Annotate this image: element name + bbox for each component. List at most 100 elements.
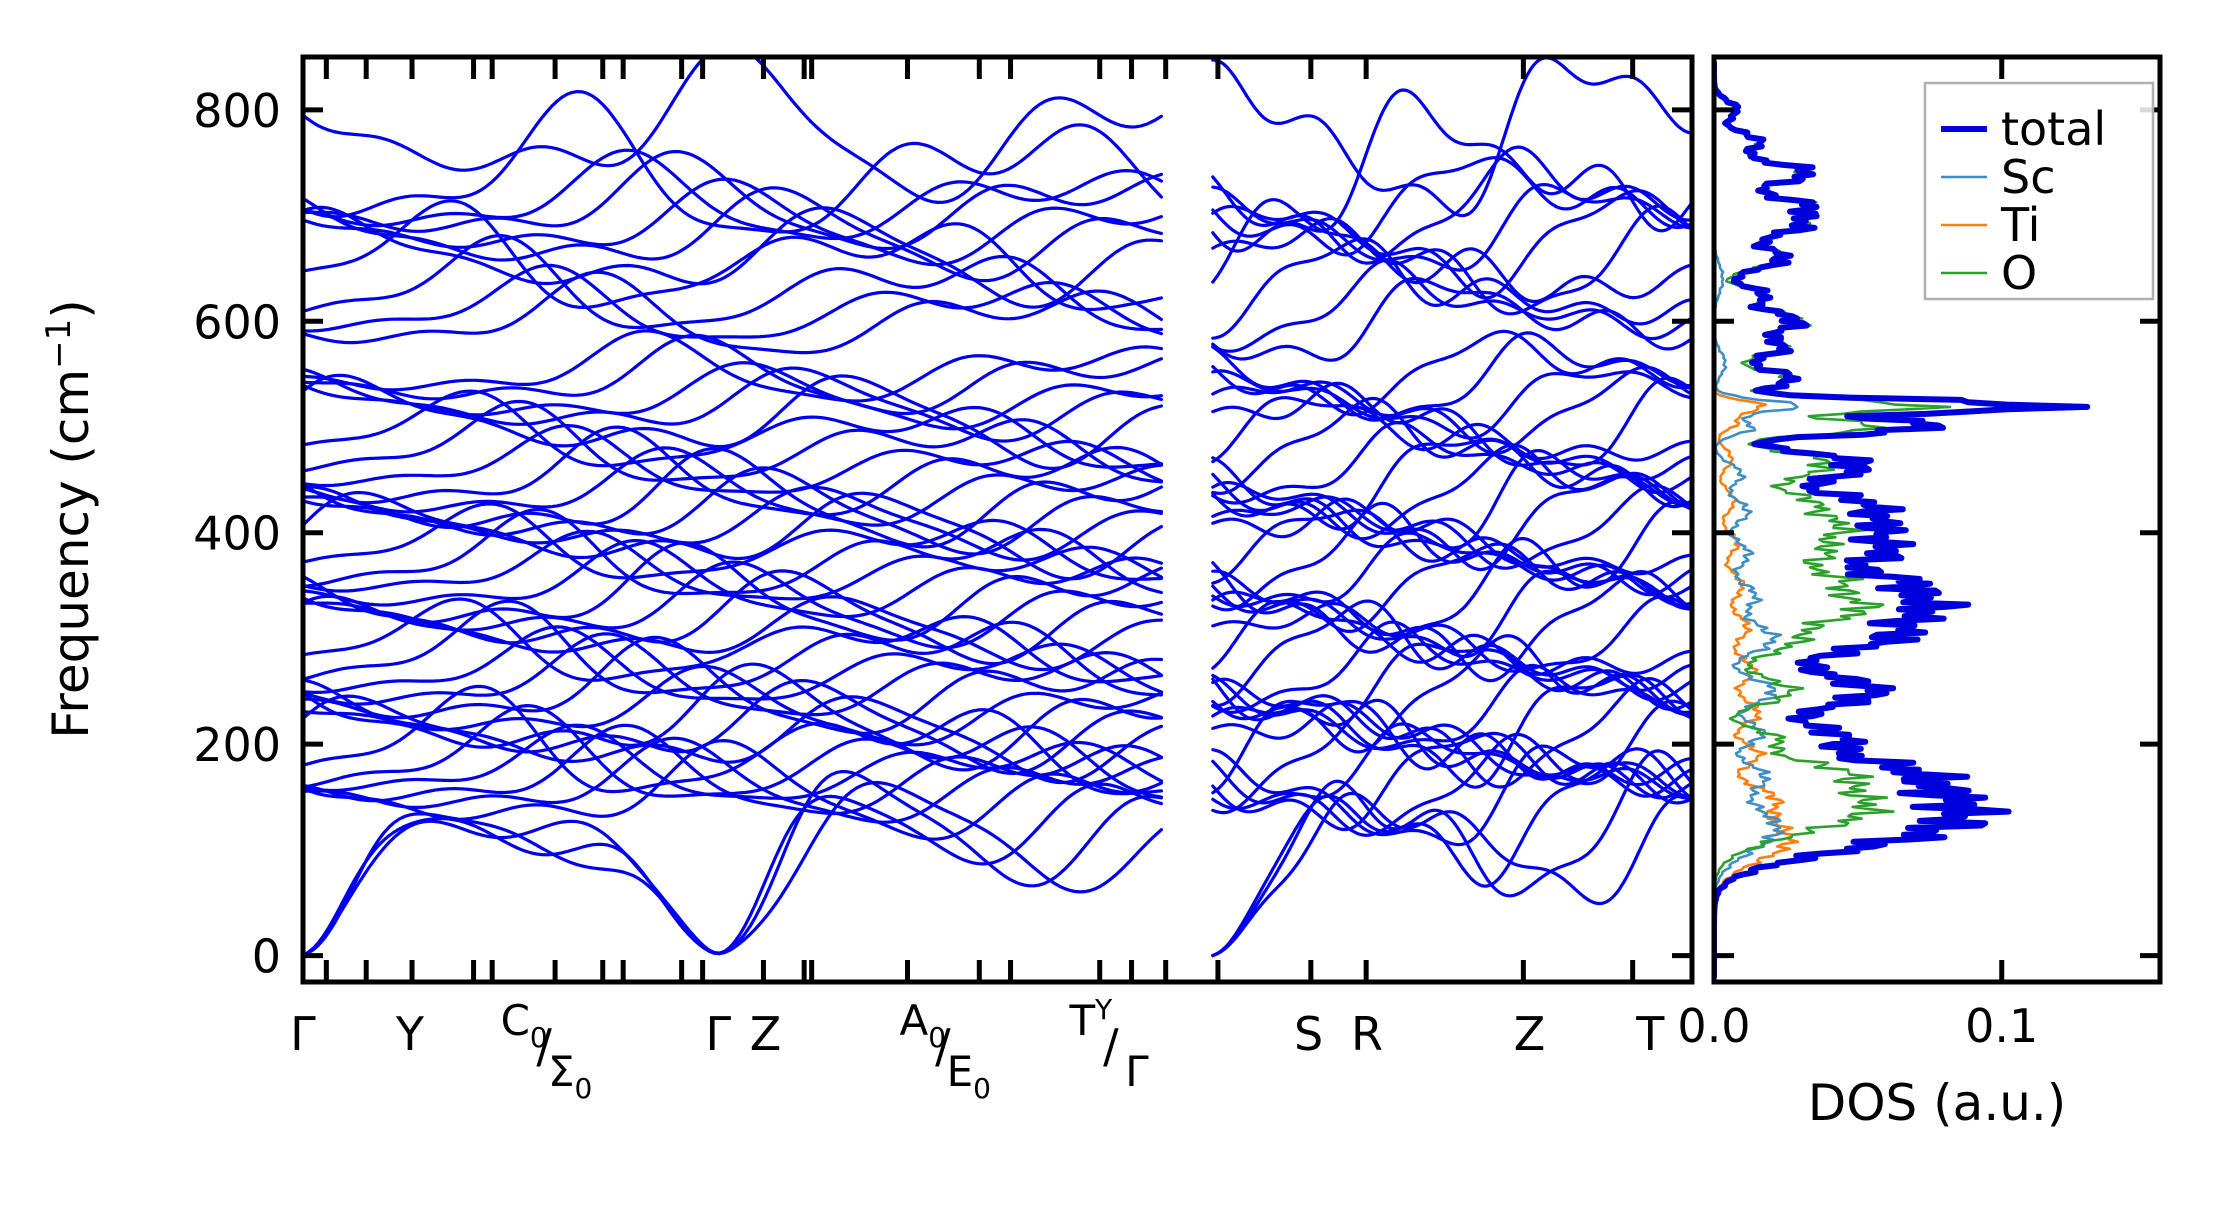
phonon-branch	[303, 507, 1164, 596]
phonon-branch	[1211, 791, 1692, 958]
high-symmetry-label: A0/E0	[900, 996, 991, 1105]
band-y-tick-label: 0	[252, 930, 281, 984]
band-curves-group	[303, 57, 1692, 958]
high-symmetry-point: Y	[395, 1007, 425, 1061]
legend-box	[1923, 81, 2155, 301]
band-axes-frame	[300, 54, 1695, 985]
high-symmetry-point: Z	[1514, 1007, 1546, 1061]
phonon-branch	[303, 466, 1164, 556]
phonon-branch	[303, 664, 1164, 747]
high-symmetry-label: Z	[1514, 1007, 1546, 1061]
phonon-branch	[1211, 258, 1692, 353]
high-symmetry-label: Y	[395, 1007, 425, 1061]
phonon-branch	[303, 738, 1164, 841]
dos-x-tick-label: 0.0	[1677, 999, 1750, 1053]
phonon-branch	[1211, 599, 1692, 708]
phonon-branch	[1211, 204, 1692, 316]
high-symmetry-denominator: Σ0	[548, 1047, 592, 1105]
phonon-branch	[303, 148, 1164, 241]
phonon-branch	[303, 662, 1164, 772]
phonon-branch	[303, 703, 1164, 799]
phonon-branch	[1211, 329, 1692, 417]
phonon-branch	[303, 329, 1164, 403]
dos-axis-label: DOS (a.u.)	[1808, 1074, 2067, 1132]
band-y-tick-label: 800	[193, 84, 281, 138]
phonon-branch	[303, 263, 1164, 339]
band-x-ticks	[300, 57, 1695, 982]
phonon-branch	[303, 723, 1164, 800]
phonon-branch	[303, 57, 1164, 204]
phonon-branch	[303, 597, 1164, 684]
phonon-branch	[303, 446, 1164, 549]
band-y-tick-labels: 0 200 400 600 800	[193, 84, 281, 984]
phonon-branch	[1211, 443, 1692, 541]
phonon-branch	[303, 150, 1164, 251]
high-symmetry-point: S	[1294, 1007, 1323, 1061]
band-y-ticks	[303, 107, 1692, 959]
phonon-branch	[303, 361, 1164, 431]
phonon-branch	[303, 782, 1164, 958]
legend-label-ti: Ti	[2000, 198, 2040, 252]
legend-label-o: O	[2001, 246, 2037, 300]
high-symmetry-denominator: Γ	[1125, 1047, 1149, 1096]
phonon-branch	[303, 632, 1164, 717]
phonon-branch	[1211, 663, 1692, 751]
y-axis-label-main: Frequency (cm	[42, 369, 100, 739]
phonon-branch	[303, 373, 1164, 470]
high-symmetry-denominator: E0	[947, 1047, 991, 1105]
phonon-branch	[303, 425, 1164, 517]
high-symmetry-label: TY/Γ	[1069, 993, 1150, 1096]
phonon-branch	[1211, 237, 1692, 340]
phonon-branch	[303, 485, 1164, 562]
phonon-branch	[1211, 594, 1692, 673]
phonon-branch	[303, 560, 1164, 650]
high-symmetry-label: C0/Σ0	[501, 996, 593, 1105]
phonon-branch	[1211, 642, 1692, 727]
phonon-branch	[1211, 88, 1692, 253]
phonon-branch	[1211, 57, 1692, 218]
phonon-branch	[303, 529, 1164, 601]
phonon-branch	[1211, 331, 1692, 422]
high-symmetry-point: R	[1351, 1007, 1383, 1061]
dos-curves-group	[1714, 59, 2091, 980]
high-symmetry-slash: /	[536, 1019, 552, 1073]
dos-axes-frame	[1711, 54, 2163, 985]
phonon-branch	[1211, 396, 1692, 464]
phonon-branch	[1211, 698, 1692, 815]
y-axis-label-tail: )	[42, 299, 100, 319]
phonon-branch	[1211, 699, 1692, 786]
y-axis-label: Frequency (cm−1)	[39, 299, 100, 739]
phonon-branch	[1211, 501, 1692, 612]
phonon-branch	[303, 541, 1164, 642]
phonon-branch	[303, 270, 1164, 355]
high-symmetry-label: T	[1635, 1007, 1665, 1061]
phonon-branch	[1211, 497, 1692, 587]
phonon-branch	[1211, 396, 1692, 495]
phonon-branch	[1211, 731, 1692, 832]
dos-curve-sc	[1714, 62, 1799, 977]
phonon-branch	[1211, 483, 1692, 570]
svg-text:Frequency (cm−1): Frequency (cm−1)	[39, 299, 100, 739]
dos-x-tick-labels: 0.0 0.1	[1677, 999, 2038, 1053]
y-axis-label-superscript: −1	[39, 319, 79, 369]
phonon-branch	[1211, 376, 1692, 467]
high-symmetry-label: Z	[750, 1007, 782, 1061]
band-y-tick-label: 200	[193, 718, 281, 772]
phonon-branch	[303, 366, 1164, 443]
high-symmetry-label: R	[1351, 1007, 1383, 1061]
high-symmetry-slash: /	[935, 1019, 951, 1073]
phonon-branch	[303, 399, 1164, 484]
phonon-branch	[1211, 673, 1692, 789]
high-symmetry-numerator: C0	[501, 996, 548, 1054]
phonon-branch	[1211, 569, 1692, 683]
phonon-branch	[1211, 369, 1692, 440]
phonon-branch	[303, 569, 1164, 666]
high-symmetry-slash: /	[1103, 1019, 1119, 1073]
phonon-branch	[303, 234, 1164, 332]
